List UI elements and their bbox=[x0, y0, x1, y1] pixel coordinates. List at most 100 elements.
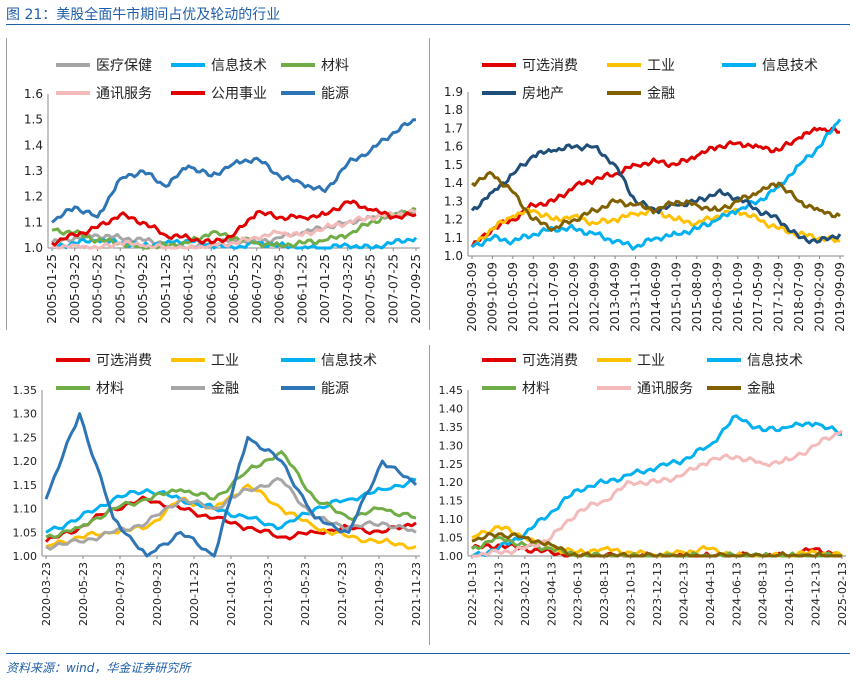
y-tick-label: 1.30 bbox=[439, 439, 464, 452]
x-tick-label: 2006-07-25 bbox=[250, 254, 264, 324]
y-tick-label: 1.05 bbox=[439, 532, 464, 545]
x-tick-label: 2019-09-09 bbox=[833, 262, 847, 332]
legend-label: 信息技术 bbox=[211, 57, 267, 74]
y-tick-label: 1.6 bbox=[444, 140, 463, 154]
y-tick-label: 1.25 bbox=[439, 458, 464, 471]
x-tick-label: 2025-02-13 bbox=[836, 562, 849, 626]
x-tick-label: 2022-10-13 bbox=[466, 562, 479, 626]
legend-label: 可选消费 bbox=[522, 353, 578, 369]
x-tick-label: 2006-11-25 bbox=[295, 254, 309, 324]
x-tick-label: 2023-10-13 bbox=[625, 562, 638, 626]
y-tick-label: 1.4 bbox=[444, 176, 463, 190]
legend-label: 金融 bbox=[747, 381, 775, 397]
x-tick-label: 2017-05-09 bbox=[751, 262, 765, 332]
legend-label: 能源 bbox=[321, 86, 349, 102]
source-note: 资料来源：wind，华金证券研究所 bbox=[6, 661, 191, 675]
series-line bbox=[471, 414, 843, 558]
figure-title: 图 21：美股全面牛市期间占优及轮动的行业 bbox=[6, 7, 281, 23]
legend-label: 信息技术 bbox=[747, 352, 803, 369]
x-tick-label: 2020-05-23 bbox=[77, 562, 90, 626]
x-tick-label: 2006-03-25 bbox=[204, 254, 218, 324]
x-tick-label: 2020-07-23 bbox=[114, 562, 127, 626]
x-tick-label: 2015-01-09 bbox=[669, 262, 683, 332]
y-tick-label: 1.20 bbox=[439, 476, 464, 489]
x-tick-label: 2021-11-23 bbox=[410, 562, 423, 626]
x-tick-label: 2007-01-25 bbox=[318, 254, 332, 324]
y-tick-label: 1.5 bbox=[444, 158, 463, 172]
series-line bbox=[471, 532, 842, 558]
x-tick-label: 2016-10-09 bbox=[731, 262, 745, 332]
legend-label: 公用事业 bbox=[211, 86, 267, 102]
y-tick-label: 1.35 bbox=[13, 384, 38, 397]
x-tick-label: 2020-11-23 bbox=[188, 562, 201, 626]
x-tick-label: 2006-01-25 bbox=[182, 254, 196, 324]
x-tick-label: 2021-03-23 bbox=[262, 562, 275, 626]
series-line bbox=[470, 126, 841, 248]
series-line bbox=[51, 208, 417, 250]
panel-separator-vertical-bottom bbox=[429, 345, 430, 645]
legend-label: 材料 bbox=[96, 381, 124, 397]
x-tick-label: 2021-09-23 bbox=[373, 562, 386, 626]
x-tick-label: 2007-09-25 bbox=[409, 254, 423, 324]
y-tick-label: 1.15 bbox=[13, 479, 38, 492]
x-tick-label: 2019-02-09 bbox=[813, 262, 827, 332]
x-tick-label: 2009-03-09 bbox=[465, 262, 479, 332]
x-tick-label: 2009-10-09 bbox=[485, 262, 499, 332]
x-tick-label: 2023-08-13 bbox=[598, 562, 611, 626]
legend-label: 金融 bbox=[647, 86, 675, 102]
x-tick-label: 2024-10-13 bbox=[783, 562, 796, 626]
legend-label: 房地产 bbox=[522, 86, 564, 102]
x-tick-label: 2023-02-13 bbox=[519, 562, 532, 626]
x-tick-label: 2010-12-09 bbox=[526, 262, 540, 332]
x-tick-label: 2006-09-25 bbox=[273, 254, 287, 324]
series-line bbox=[472, 429, 844, 558]
y-tick-label: 1.25 bbox=[13, 431, 38, 444]
x-tick-label: 2005-05-25 bbox=[91, 254, 105, 324]
legend-label: 信息技术 bbox=[762, 57, 818, 74]
series-line bbox=[50, 209, 417, 250]
x-tick-label: 2013-11-09 bbox=[629, 262, 643, 332]
series-line bbox=[471, 170, 841, 232]
legend-label: 医疗保健 bbox=[96, 58, 152, 74]
legend-label: 能源 bbox=[321, 381, 349, 397]
title-rule bbox=[6, 24, 850, 25]
legend-label: 工业 bbox=[647, 58, 675, 74]
x-tick-label: 2007-07-25 bbox=[386, 254, 400, 324]
y-tick-label: 1.0 bbox=[444, 249, 463, 263]
x-tick-label: 2024-04-13 bbox=[704, 562, 717, 626]
legend-label: 通讯服务 bbox=[637, 381, 693, 397]
legend-label: 材料 bbox=[522, 381, 550, 397]
legend-label: 工业 bbox=[637, 353, 665, 369]
x-tick-label: 2011-07-09 bbox=[547, 262, 561, 332]
y-tick-label: 1.2 bbox=[444, 213, 463, 227]
y-tick-label: 1.6 bbox=[24, 87, 43, 101]
legend-label: 工业 bbox=[211, 353, 239, 369]
y-tick-label: 1.9 bbox=[444, 85, 463, 99]
y-tick-label: 1.10 bbox=[439, 513, 464, 526]
x-tick-label: 2015-08-09 bbox=[690, 262, 704, 332]
x-tick-label: 2016-03-09 bbox=[710, 262, 724, 332]
x-tick-label: 2021-07-23 bbox=[336, 562, 349, 626]
y-tick-label: 1.8 bbox=[444, 103, 463, 117]
x-tick-label: 2012-02-09 bbox=[567, 262, 581, 332]
y-tick-label: 1.1 bbox=[444, 231, 463, 245]
x-tick-label: 2024-12-13 bbox=[810, 562, 823, 626]
series-line bbox=[471, 118, 842, 251]
x-tick-label: 2023-12-13 bbox=[651, 562, 664, 626]
x-tick-label: 2005-07-25 bbox=[113, 254, 127, 324]
x-tick-label: 2020-03-23 bbox=[40, 562, 53, 626]
y-tick-label: 1.05 bbox=[13, 526, 38, 539]
y-tick-label: 1.1 bbox=[24, 215, 43, 229]
x-tick-label: 2024-08-13 bbox=[757, 562, 770, 626]
source-rule bbox=[6, 653, 850, 654]
y-tick-label: 1.3 bbox=[24, 164, 43, 178]
y-tick-label: 1.0 bbox=[24, 241, 43, 255]
legend-label: 信息技术 bbox=[321, 352, 377, 369]
x-tick-label: 2022-12-13 bbox=[492, 562, 505, 626]
x-tick-label: 2007-05-25 bbox=[364, 254, 378, 324]
x-tick-label: 2006-05-25 bbox=[227, 254, 241, 324]
